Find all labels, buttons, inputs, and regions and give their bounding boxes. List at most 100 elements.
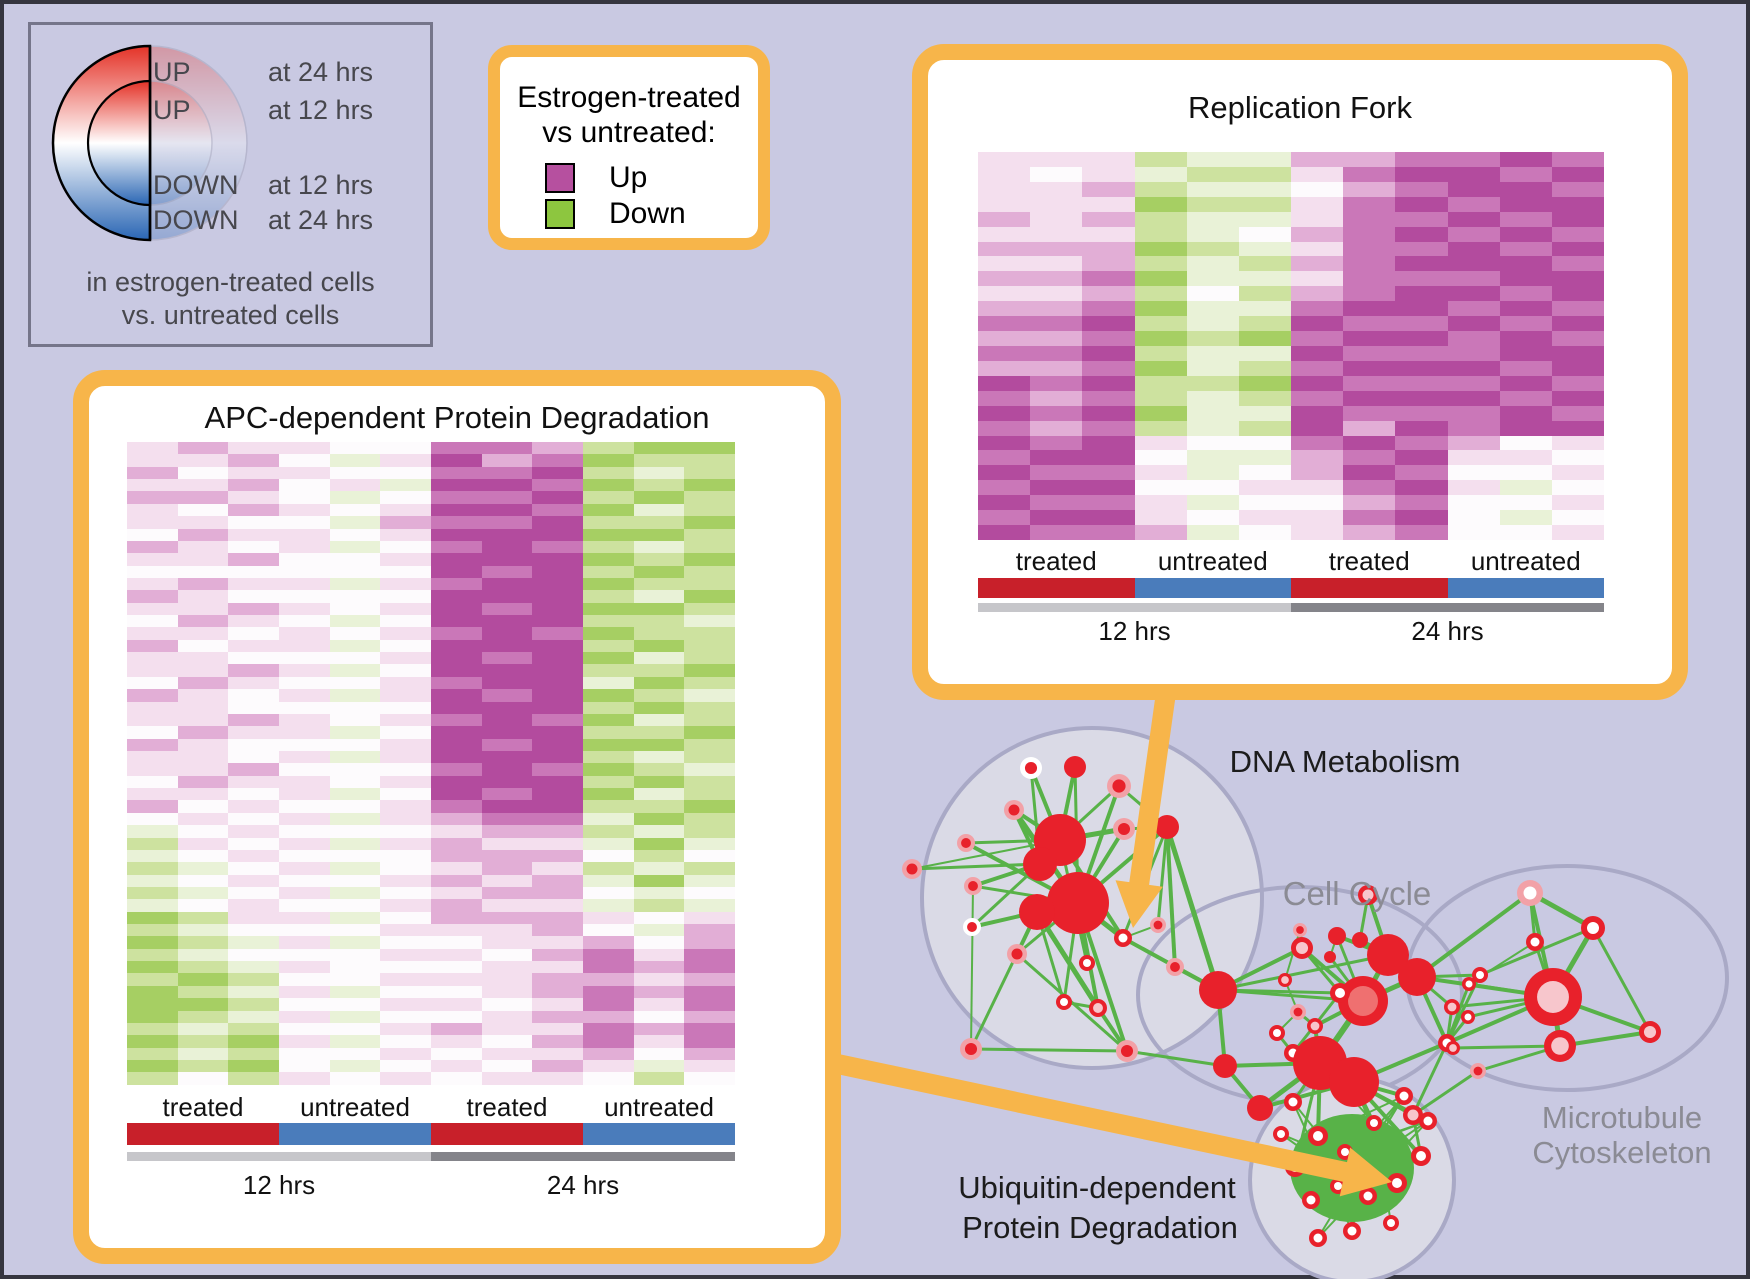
heatmap-cell [1343,360,1396,376]
heatmap-cell [481,948,533,962]
heatmap-cell [228,1010,280,1023]
heatmap-cell [1082,331,1135,346]
heatmap-cell [633,491,685,504]
heatmap-cell [1499,256,1552,272]
heatmap-cell [583,491,634,504]
network-node [961,838,971,848]
heatmap-cell [1551,375,1605,391]
heatmap-cell [1030,256,1083,272]
heatmap-row [127,948,736,962]
heatmap-cell [532,689,584,702]
heatmap-cell [583,874,634,887]
heatmap-cell [228,911,280,925]
heatmap-cell [1447,390,1500,406]
heatmap-cell [380,899,432,912]
heatmap-cell [684,664,736,677]
heatmap-cell [583,516,634,529]
heatmap-cell [633,750,685,764]
heatmap-cell [1082,256,1135,272]
heatmap-cell [481,1010,533,1023]
heatmap-cell [228,936,280,949]
heatmap-cell [481,899,533,912]
heatmap-cell [1186,435,1239,451]
heatmap-cell [1238,181,1292,197]
heatmap-cell [1551,181,1605,197]
heatmap-cell [1134,435,1187,451]
heatmap-cell [380,862,432,875]
heatmap-cell [978,271,1031,287]
heatmap-cell [1447,196,1500,212]
heatmap-cell [583,849,634,863]
heatmap-cell [1447,211,1500,227]
heatmap-cell [1499,450,1552,466]
heatmap-cell [1343,226,1396,242]
heatmap-cell [633,825,685,838]
network-edge [1412,1069,1479,1117]
heatmap-cell [1238,226,1292,242]
heatmap-cell [1291,241,1344,257]
heatmap-row [127,763,736,776]
heatmap-cell [1447,241,1500,257]
heatmap-cell [1551,286,1605,302]
network-node [1362,889,1374,901]
heatmap-cell [1082,495,1135,511]
heatmap-cell [431,516,482,529]
heatmap-cell [177,590,229,603]
heatmap-row [127,924,736,937]
heatmap-cell [177,886,229,900]
heatmap-cell [228,1059,280,1073]
heatmap-cell [1291,286,1344,302]
heatmap-cell [1238,152,1292,167]
heatmap-cell [127,998,178,1011]
heatmap-cell [228,738,280,751]
heatmap-cell [633,627,685,640]
network-edge [1411,1042,1449,1116]
heatmap-cell [583,1010,634,1023]
heatmap-cell [329,862,381,875]
heatmap-cell [431,936,482,949]
heatmap-cell [1499,166,1552,182]
heatmap-cell [1186,510,1239,526]
heatmap-cell [1134,211,1187,227]
heatmap-cell [978,360,1031,376]
microtubule-label-1: Microtubule [1542,1100,1702,1135]
heatmap-cell [583,1072,634,1085]
heatmap-cell [279,738,330,751]
heatmap-cell [684,738,736,751]
heatmap-cell [684,1059,736,1073]
heatmap-cell [1395,510,1448,526]
heatmap-cell [279,454,330,467]
heatmap-cell [1395,166,1448,182]
heatmap-cell [329,775,381,789]
heatmap-cell [228,479,280,492]
heatmap-cell [1030,181,1083,197]
heatmap-cell [431,961,482,974]
heatmap-cell [633,652,685,665]
heatmap-cell [532,676,584,690]
heatmap-cell [127,1059,178,1073]
heatmap-cell [228,466,280,480]
heatmap-cell [127,713,178,727]
heatmap-cell [1395,345,1448,361]
heatmap-cell [177,961,229,974]
network-node [1324,951,1336,963]
heatmap-cell [1186,390,1239,406]
network-node [1199,971,1237,1009]
heatmap-cell [684,615,736,628]
network-node [1465,980,1473,988]
heatmap-cell [279,726,330,739]
heatmap-cell [684,639,736,653]
heatmap-cell [177,491,229,504]
heatmap-cell [177,442,229,455]
heatmap-cell [1291,166,1344,182]
heatmap-cell [1499,435,1552,451]
heatmap-cell [684,911,736,925]
updown-time-label: at 12 hrs [268,95,374,125]
heatmap-cell [532,800,584,813]
network-node [1313,1131,1323,1141]
network-node [1363,1191,1373,1201]
heatmap-cell [329,812,381,826]
heatmap-cell [380,479,432,492]
heatmap-cell [1134,525,1187,540]
